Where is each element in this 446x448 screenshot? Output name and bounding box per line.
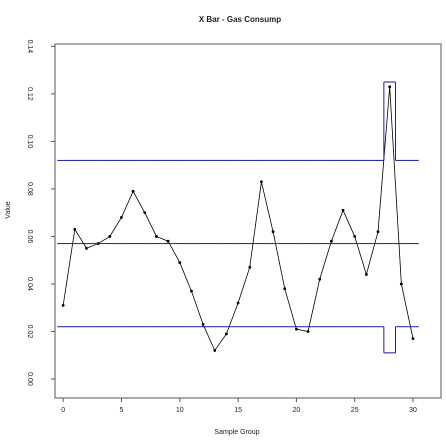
x-tick-label: 30 — [409, 407, 417, 414]
xbar-point — [341, 208, 345, 212]
xbar-point — [225, 332, 228, 336]
y-tick-label: 0.12 — [26, 87, 33, 101]
xbar-point — [329, 239, 333, 243]
xbar-point — [306, 330, 310, 333]
x-tick-label: 5 — [120, 407, 124, 414]
y-axis-label: Value — [5, 201, 12, 218]
x-tick-label: 0 — [61, 407, 65, 414]
xbar-point — [131, 189, 135, 193]
xbar-point — [283, 287, 287, 291]
y-tick-label: 0.14 — [26, 40, 33, 54]
xbar-point — [178, 261, 182, 264]
xbar-point — [155, 235, 158, 238]
xbar-point — [213, 349, 217, 352]
plot-frame — [54, 43, 442, 399]
y-tick-label: 0.02 — [26, 325, 33, 339]
y-tick-label: 0.04 — [26, 277, 33, 291]
xbar-point — [73, 227, 77, 231]
xbar-point — [108, 235, 112, 238]
x-tick-label: 15 — [234, 407, 242, 414]
xbar-point — [294, 327, 298, 331]
y-tick-label: 0.00 — [26, 372, 33, 386]
y-tick-label: 0.06 — [26, 230, 33, 244]
xbar-point — [143, 211, 147, 215]
x-tick-label: 10 — [176, 407, 184, 414]
chart-title: X Bar - Gas Consump — [199, 15, 281, 24]
x-axis-label: Sample Group — [214, 429, 259, 436]
x-tick-label: 20 — [292, 407, 300, 414]
xbar-point — [411, 337, 415, 341]
xbar-point — [236, 301, 240, 305]
xbar-point — [376, 230, 380, 234]
y-tick-label: 0.10 — [26, 135, 33, 149]
xbar-point — [85, 246, 88, 250]
xbar-point — [399, 282, 403, 286]
xbar-point — [61, 303, 65, 307]
xbar-point — [166, 239, 170, 243]
y-tick-label: 0.08 — [26, 182, 33, 196]
xbar-point — [201, 322, 205, 326]
xbar-point — [364, 273, 368, 276]
xbar-point — [353, 235, 357, 238]
x-tick-label: 25 — [351, 407, 359, 414]
xbar-point — [271, 230, 275, 234]
xbar-line — [62, 86, 414, 352]
xbar-point — [120, 216, 123, 219]
xbar-point — [260, 180, 263, 184]
xbar-point — [318, 277, 322, 281]
xbar-point — [388, 85, 392, 89]
xbar-point — [248, 265, 252, 269]
xbar-point — [190, 289, 193, 293]
